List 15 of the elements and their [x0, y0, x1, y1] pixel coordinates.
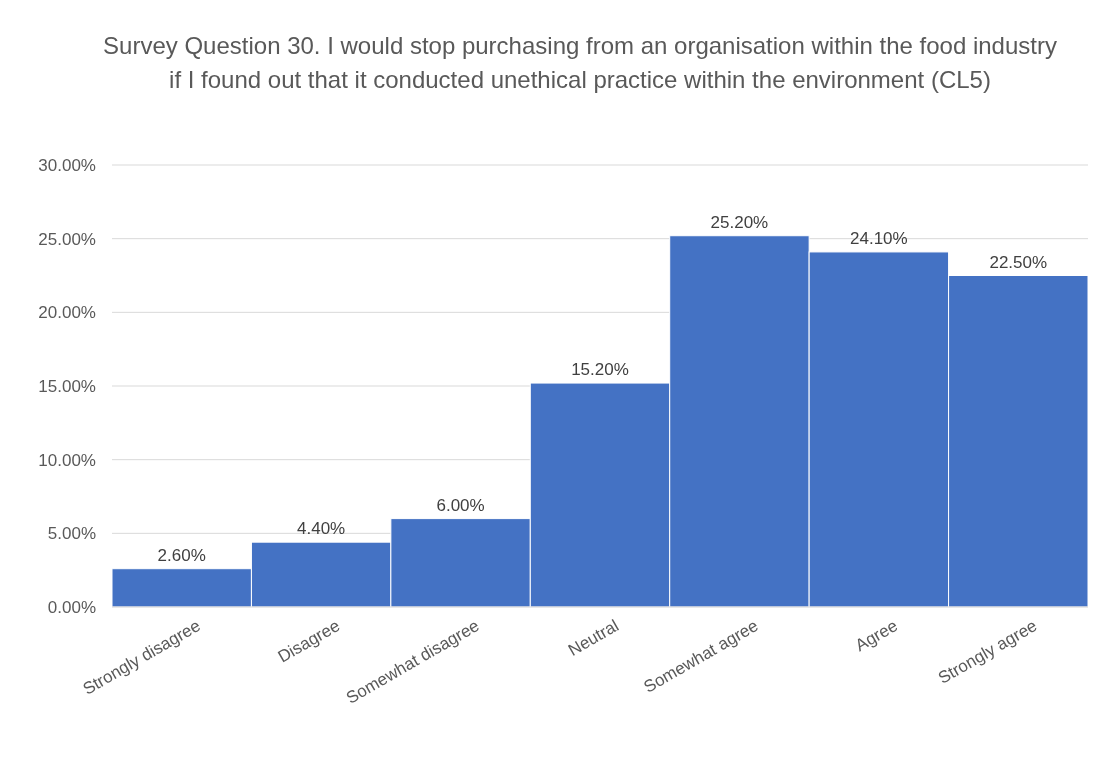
- y-tick-label: 10.00%: [38, 450, 96, 470]
- data-label: 15.20%: [571, 360, 629, 380]
- chart-title: Survey Question 30. I would stop purchasing from an organisation within the food industry if I found out that it conducted unethical practice within the environment (CL5): [103, 32, 1057, 93]
- y-tick-label: 30.00%: [38, 155, 96, 175]
- y-tick-label: 5.00%: [47, 524, 96, 544]
- y-tick-label: 15.00%: [38, 376, 96, 396]
- y-tick-label: 20.00%: [38, 303, 96, 323]
- data-label: 22.50%: [989, 252, 1048, 272]
- y-tick-label: 25.00%: [38, 229, 96, 249]
- y-tick-label: 0.00%: [47, 597, 96, 617]
- data-label: 2.60%: [157, 545, 206, 565]
- data-label: 6.00%: [436, 495, 485, 515]
- data-label: 25.20%: [710, 212, 769, 232]
- data-label: 4.40%: [297, 519, 346, 539]
- data-label: 24.10%: [850, 228, 908, 248]
